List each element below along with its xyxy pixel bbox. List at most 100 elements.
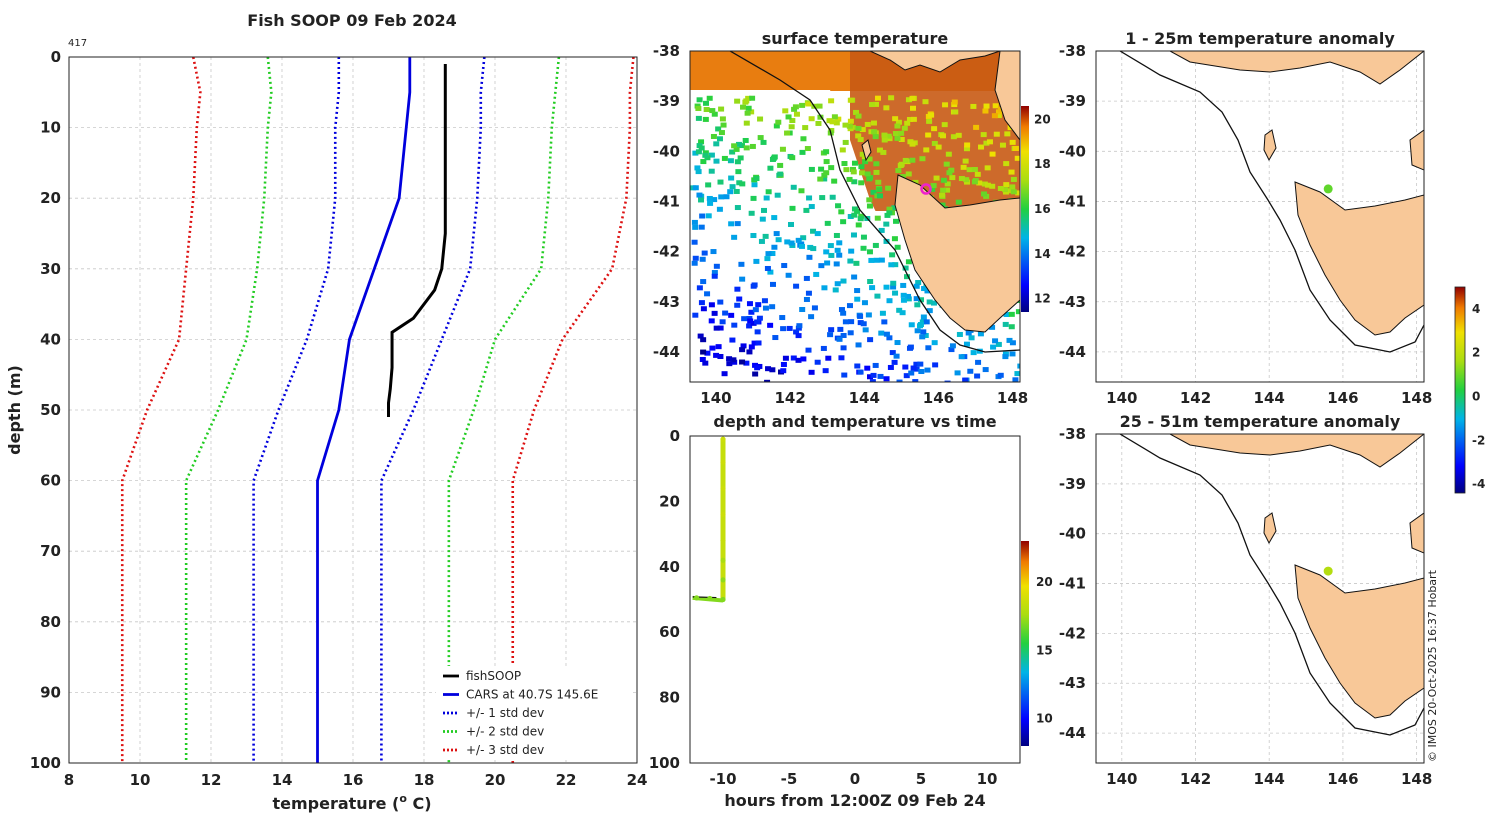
time-point — [720, 557, 726, 563]
sst-pixel — [708, 152, 715, 158]
sst-pixel — [904, 120, 911, 126]
sst-pixel — [781, 263, 788, 269]
sst-pixel — [752, 371, 759, 377]
sst-pixel — [857, 313, 864, 319]
sst-pixel — [971, 166, 978, 172]
sst-pixel — [913, 366, 920, 372]
profile-ytick-label: 30 — [40, 260, 61, 278]
sst-pixel — [1015, 309, 1020, 315]
sst-pixel — [721, 371, 728, 377]
profile-xtick-label: 14 — [272, 771, 293, 789]
sst-pixel — [821, 285, 828, 291]
sst-pixel — [715, 126, 722, 132]
sst-pixel — [873, 161, 880, 167]
sst-pixel — [899, 310, 906, 316]
map-xtick-label: 142 — [1180, 770, 1211, 788]
sst-pixel — [753, 258, 760, 264]
sst-pixel — [878, 227, 885, 233]
sst-pixel — [832, 287, 839, 293]
profile-ticks: 8 10 12 14 16 18 20 22 24 0 10 20 30 40 50 60 70 80 90 100 — [30, 48, 648, 789]
sst-pixel — [703, 100, 710, 106]
sst-pixel — [702, 116, 709, 122]
map-ytick-label: -38 — [1059, 425, 1086, 443]
sst-pixel — [695, 115, 702, 121]
sst-pixel — [775, 119, 782, 125]
sst-pixel — [999, 142, 1006, 148]
sst-pixel — [881, 132, 888, 138]
sst-pixel — [866, 176, 873, 182]
sst-pixel — [716, 206, 723, 212]
sst-pixel — [939, 133, 946, 139]
sst-pixel — [808, 166, 815, 172]
sst-pixel — [854, 208, 861, 214]
sst-pixel — [831, 178, 838, 184]
sst-pixel — [743, 145, 750, 151]
sst-pixel — [857, 369, 864, 375]
sst-pixel — [906, 345, 913, 351]
sst-pixel — [823, 159, 830, 165]
sst-pixel — [923, 319, 930, 325]
sst-pixel — [777, 162, 784, 168]
time-title: depth and temperature vs time — [713, 412, 996, 431]
map-ytick-label: -44 — [1059, 724, 1086, 742]
sst-pixel — [825, 355, 832, 361]
anom1-ticks: 140 142 144 146 148 -38 -39 -40 -41 -42 -43 -44 — [1059, 42, 1432, 407]
sst-pixel — [835, 116, 842, 122]
sst-pixel — [926, 308, 933, 314]
sst-pixel — [943, 161, 950, 167]
sst-pixel — [892, 131, 899, 137]
sst-pixel — [831, 114, 838, 120]
map-ytick-label: -39 — [1059, 92, 1086, 110]
sst-pixel — [821, 172, 828, 178]
sst-pixel — [713, 158, 720, 164]
sst-pixel — [819, 195, 826, 201]
sst-pixel — [885, 133, 892, 139]
sst-pixel — [1009, 340, 1016, 346]
sst-pixel — [747, 318, 754, 324]
sst-pixel — [786, 325, 793, 331]
sst-pixel — [743, 120, 750, 126]
surface-axes-frame — [689, 50, 1021, 383]
surface-map — [690, 51, 1020, 382]
sst-pixel — [750, 320, 757, 326]
sst-pixel — [772, 335, 779, 341]
sst-pixel — [962, 158, 969, 164]
sst-pixel — [729, 184, 736, 190]
sst-pixel — [745, 105, 752, 111]
time-cbar-tick-label: 15 — [1036, 643, 1053, 657]
sst-pixel — [855, 342, 862, 348]
sst-pixel — [889, 252, 896, 258]
sst-pixel — [701, 250, 708, 256]
sst-pixel — [896, 379, 903, 382]
sst-pixel — [700, 159, 707, 165]
legend-item-label: +/- 1 std dev — [466, 706, 544, 720]
sst-pixel — [868, 257, 875, 263]
profile-series--2-std-dev — [184, 56, 273, 763]
sst-pixel — [886, 335, 893, 341]
sst-pixel — [869, 102, 876, 108]
sst-pixel — [918, 368, 925, 374]
sst-pixel — [744, 110, 751, 116]
sst-pixel — [704, 291, 711, 297]
sst-pixel — [867, 337, 874, 343]
sst-pixel — [925, 345, 932, 351]
map-xtick-label: 146 — [1327, 389, 1358, 407]
sst-pixel — [759, 216, 766, 222]
sst-pixel — [805, 290, 812, 296]
sst-pixel — [733, 146, 740, 152]
sst-pixel — [921, 286, 928, 292]
sst-pixel — [864, 121, 871, 127]
tasmania — [894, 174, 1020, 333]
map-ytick-label: -41 — [1059, 192, 1086, 210]
map-xtick-label: 144 — [1254, 389, 1285, 407]
map-ytick-label: -42 — [1059, 243, 1086, 261]
sst-pixel — [857, 137, 864, 143]
sst-pixel — [746, 301, 753, 307]
sst-pixel — [890, 284, 897, 290]
sst-pixel — [902, 381, 909, 382]
sst-pixel — [839, 147, 846, 153]
sst-pixel — [836, 240, 843, 246]
surface-cbar-tick-label: 14 — [1034, 247, 1051, 261]
sst-pixel — [973, 124, 980, 130]
sst-pixel — [905, 293, 912, 299]
